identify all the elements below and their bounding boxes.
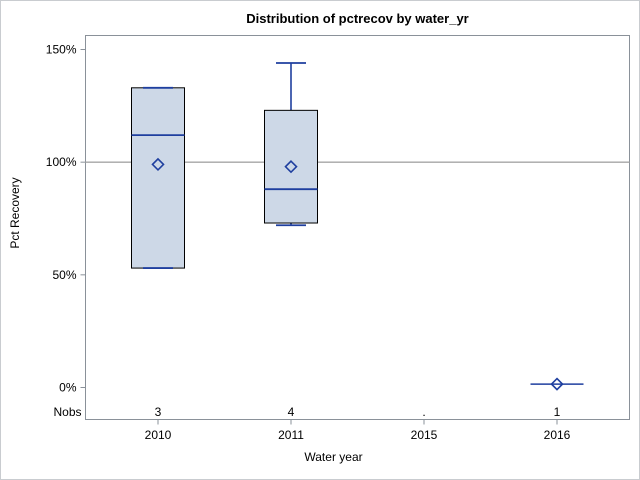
y-axis-label: Pct Recovery	[8, 177, 22, 249]
mean-marker-2011	[284, 160, 298, 174]
xtick-label-2016: 2016	[544, 428, 571, 442]
nobs-row-label: Nobs	[53, 405, 81, 419]
nobs-value-2016: 1	[554, 405, 561, 419]
box-2010	[131, 87, 185, 269]
xtick-label-2011: 2011	[278, 428, 304, 442]
nobs-value-2011: 4	[288, 405, 295, 419]
mean-marker-2016	[550, 377, 564, 391]
chart-title: Distribution of pctrecov by water_yr	[246, 11, 469, 26]
ytick-label-150: 150%	[46, 43, 77, 57]
ytick-label-100: 100%	[46, 155, 77, 169]
plot-frame	[85, 35, 630, 420]
nobs-value-2015: .	[422, 405, 425, 419]
box-2011	[264, 109, 318, 224]
xtick-label-2015: 2015	[411, 428, 438, 442]
ytick-label-0: 0%	[59, 381, 77, 395]
xtick-label-2010: 2010	[145, 428, 172, 442]
mean-marker-2010	[151, 157, 165, 172]
x-axis-label: Water year	[304, 450, 363, 464]
ytick-label-50: 50%	[52, 268, 76, 282]
nobs-value-2010: 3	[155, 405, 162, 419]
